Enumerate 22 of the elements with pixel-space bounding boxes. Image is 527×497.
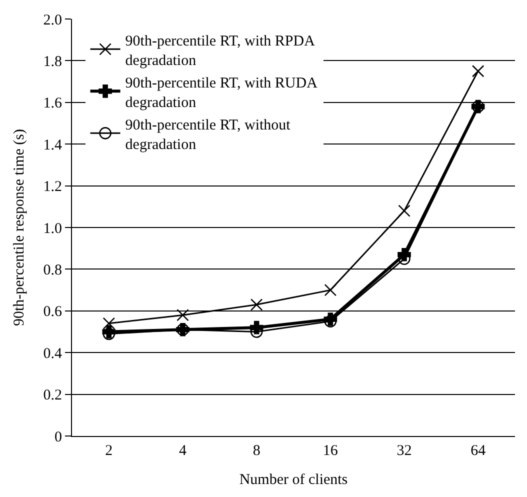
x-tick-label: 64 bbox=[470, 443, 486, 459]
x-tick-label: 16 bbox=[322, 443, 338, 459]
y-tick-label: 1.6 bbox=[43, 96, 62, 112]
y-tick-label: 1.8 bbox=[43, 54, 62, 70]
legend-label: 90th-percentile RT, with RUDA degradation bbox=[125, 75, 318, 111]
y-tick-label: 0.4 bbox=[43, 346, 62, 362]
x-tick-label: 8 bbox=[252, 443, 260, 459]
x-tick-label: 4 bbox=[179, 443, 187, 459]
y-tick-label: 1.4 bbox=[43, 137, 62, 154]
x-tick-label: 32 bbox=[396, 443, 412, 459]
y-tick-label: 1.0 bbox=[43, 220, 62, 237]
legend-label: 90th-percentile RT, without degradation bbox=[125, 117, 292, 153]
y-tick-label: 2.0 bbox=[43, 12, 62, 28]
x-axis-title: Number of clients bbox=[239, 472, 348, 488]
y-tick-label: 0.2 bbox=[43, 388, 62, 404]
legend-label: 90th-percentile RT, with RPDA degradation bbox=[125, 33, 316, 69]
y-tick-label: 0.8 bbox=[43, 262, 62, 278]
y-tick-label: 1.2 bbox=[43, 179, 62, 196]
y-tick-label: 0.6 bbox=[43, 304, 62, 320]
y-tick-label: 0 bbox=[54, 429, 62, 446]
y-axis-title: 90th-percentile response time (s) bbox=[12, 128, 28, 326]
x-tick-label: 2 bbox=[105, 443, 113, 459]
